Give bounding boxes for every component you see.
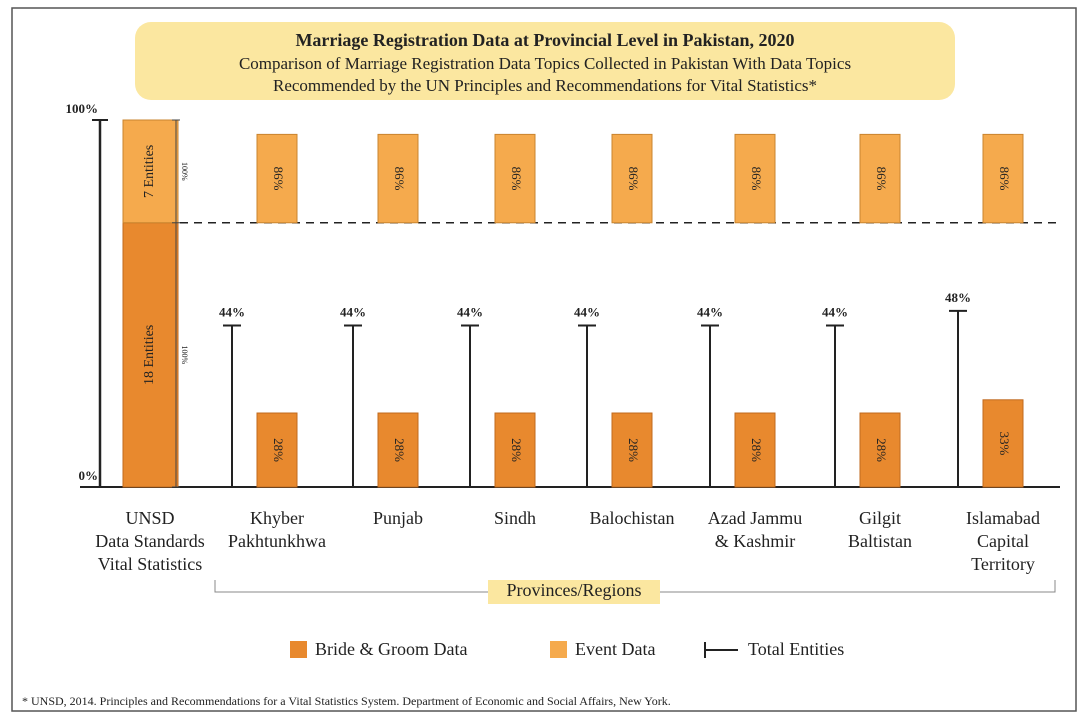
value-label: 44% <box>219 305 245 320</box>
value-label: 44% <box>697 305 723 320</box>
group-label: Provinces/Regions <box>507 580 642 600</box>
bar <box>494 412 536 488</box>
subtitle: Comparison of Marriage Registration Data… <box>239 54 851 73</box>
value-label: 28% <box>749 438 764 462</box>
x-tick-label: Territory <box>971 554 1035 574</box>
value-label: 86% <box>271 167 286 191</box>
bar <box>982 133 1024 224</box>
category-label: Data Standards <box>95 531 204 551</box>
value-label: 44% <box>340 305 366 320</box>
legend-swatch <box>550 641 567 658</box>
x-tick-label: Gilgit <box>859 508 901 528</box>
subtitle: Recommended by the UN Principles and Rec… <box>273 76 817 95</box>
bar <box>256 412 298 488</box>
category-label: Vital Statistics <box>98 554 202 574</box>
y-tick-label: 0% <box>79 468 99 483</box>
scale-label: 100% <box>180 162 189 181</box>
value-label: 86% <box>997 167 1012 191</box>
value-label: 86% <box>874 167 889 191</box>
x-tick-label: Balochistan <box>590 508 675 528</box>
value-label: 86% <box>749 167 764 191</box>
x-tick-label: Islamabad <box>966 508 1040 528</box>
y-tick-label: 100% <box>66 101 99 116</box>
value-label: 28% <box>392 438 407 462</box>
bar <box>494 133 536 224</box>
legend-swatch <box>290 641 307 658</box>
value-label: 33% <box>997 431 1012 455</box>
x-tick-label: Punjab <box>373 508 423 528</box>
reference-label: 7 Entities <box>142 145 157 198</box>
bar <box>377 133 419 224</box>
bar <box>734 133 776 224</box>
value-label: 28% <box>271 438 286 462</box>
value-label: 86% <box>626 167 641 191</box>
value-label: 28% <box>509 438 524 462</box>
value-label: 28% <box>874 438 889 462</box>
reference-segment <box>122 119 179 224</box>
legend-label: Bride & Groom Data <box>315 639 467 659</box>
group-label-box <box>488 580 660 604</box>
value-label: 86% <box>392 167 407 191</box>
value-label: 44% <box>574 305 600 320</box>
legend-label: Total Entities <box>748 639 844 659</box>
value-label: 44% <box>822 305 848 320</box>
chart-title: Marriage Registration Data at Provincial… <box>295 30 794 50</box>
bar <box>256 133 298 224</box>
x-tick-label: Baltistan <box>848 531 912 551</box>
bar <box>611 412 653 488</box>
category-label: UNSD <box>125 508 174 528</box>
x-tick-label: Sindh <box>494 508 536 528</box>
title-box <box>135 22 955 100</box>
value-label: 86% <box>509 167 524 191</box>
legend-label: Event Data <box>575 639 655 659</box>
x-tick-label: Pakhtunkhwa <box>228 531 326 551</box>
bar <box>611 133 653 224</box>
x-tick-label: & Kashmir <box>715 531 796 551</box>
bar <box>859 133 901 224</box>
x-tick-label: Azad Jammu <box>708 508 802 528</box>
bar <box>859 412 901 488</box>
bar <box>982 399 1024 488</box>
bar <box>734 412 776 488</box>
bar <box>377 412 419 488</box>
x-tick-label: Capital <box>977 531 1029 551</box>
value-label: 48% <box>945 290 971 305</box>
value-label: 44% <box>457 305 483 320</box>
footnote: * UNSD, 2014. Principles and Recommendat… <box>22 694 671 708</box>
value-label: 28% <box>626 438 641 462</box>
x-tick-label: Khyber <box>250 508 304 528</box>
reference-label: 18 Entities <box>142 325 157 385</box>
scale-label: 100% <box>180 346 189 365</box>
